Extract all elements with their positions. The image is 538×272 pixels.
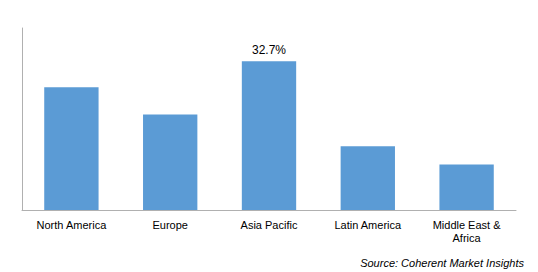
svg-text:Asia Pacific: Asia Pacific bbox=[241, 219, 298, 231]
svg-text:Middle East &: Middle East & bbox=[433, 219, 502, 231]
svg-text:Europe: Europe bbox=[152, 219, 187, 231]
svg-text:32.7%: 32.7% bbox=[252, 43, 286, 57]
svg-text:Africa: Africa bbox=[453, 232, 482, 244]
svg-text:North America: North America bbox=[37, 219, 108, 231]
svg-text:Latin America: Latin America bbox=[334, 219, 402, 231]
svg-text:Source: Coherent Market Insigh: Source: Coherent Market Insights bbox=[360, 257, 524, 269]
